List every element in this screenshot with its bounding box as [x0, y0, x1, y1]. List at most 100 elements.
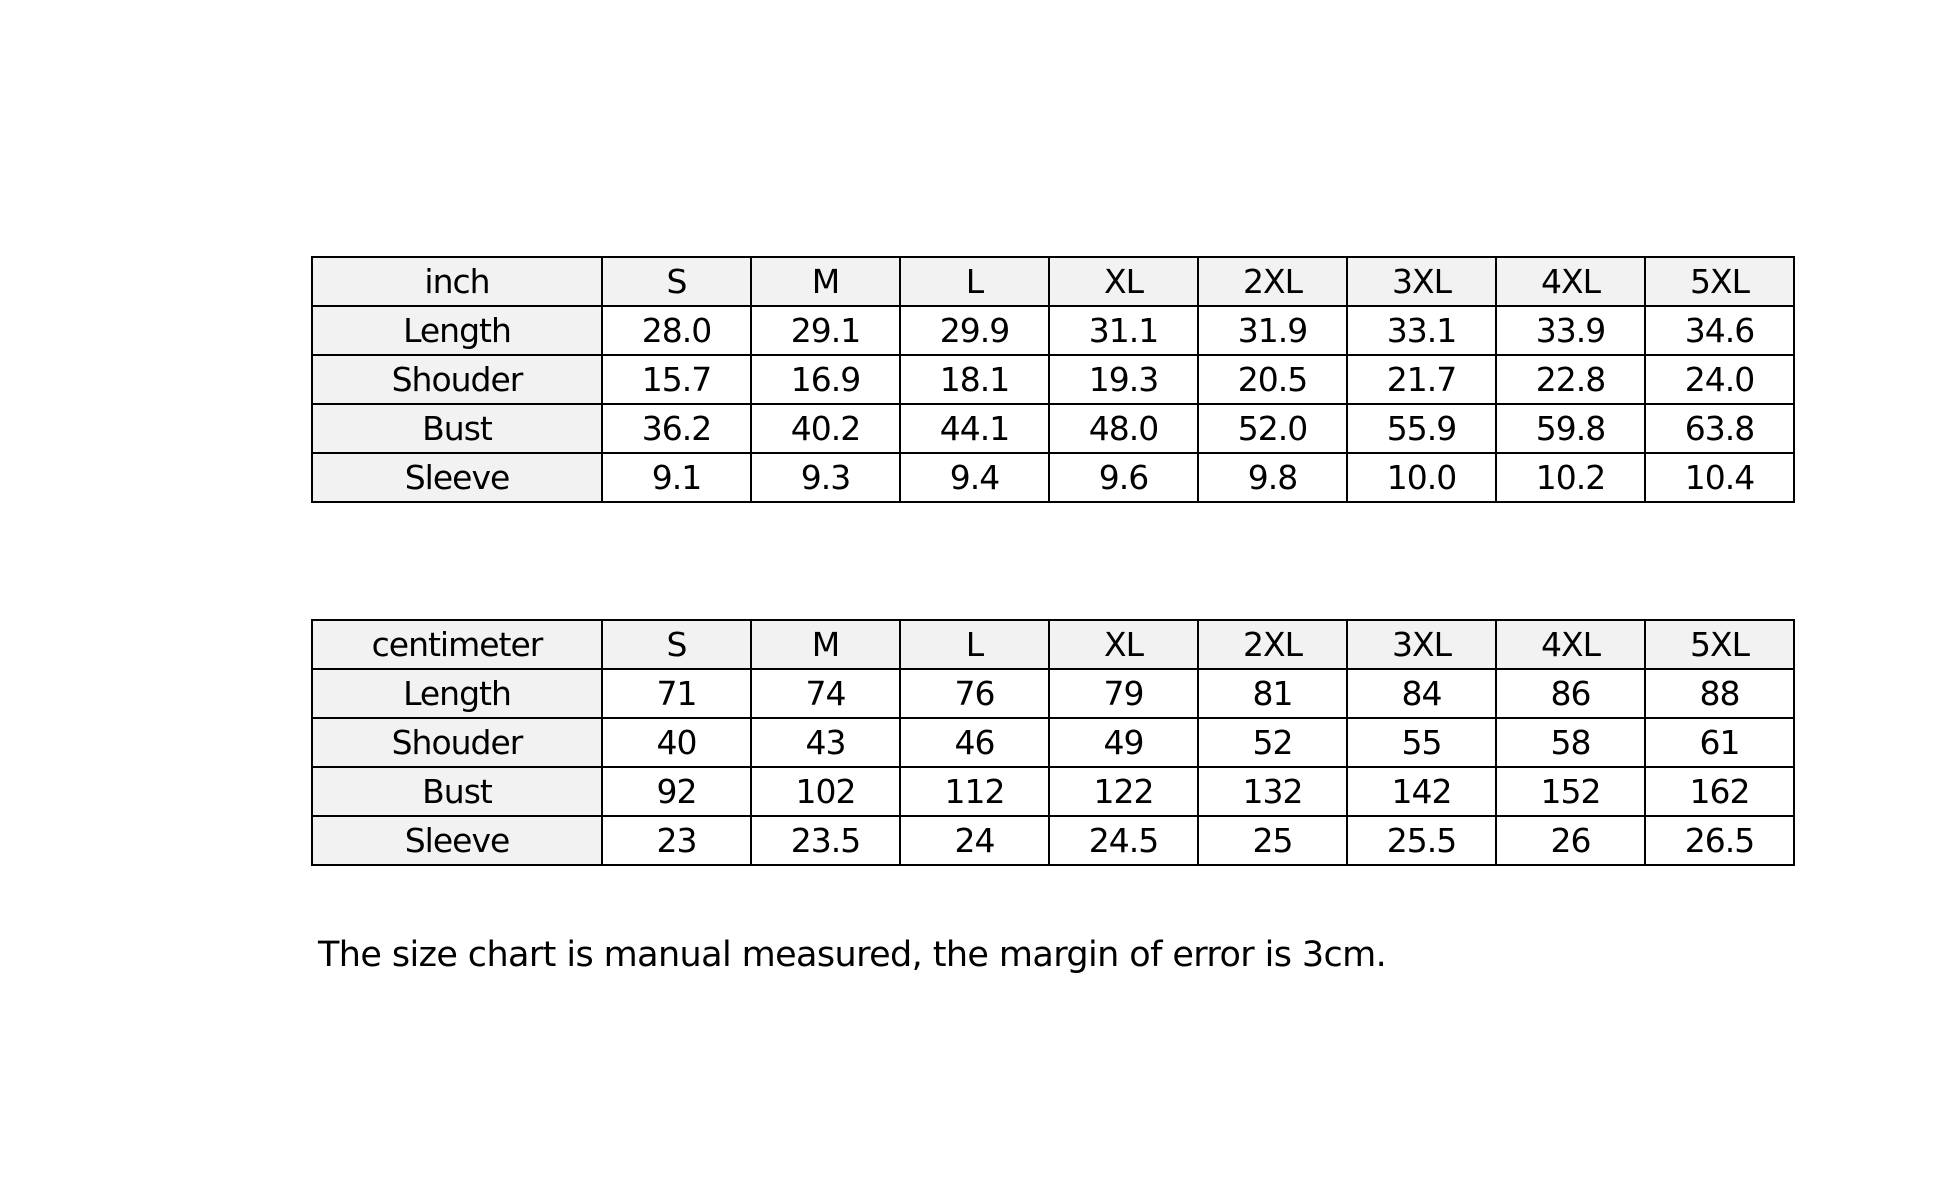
- row-label: Bust: [311, 766, 603, 817]
- table-row: Length 28.0 29.1 29.9 31.1 31.9 33.1 33.9 34.6: [311, 305, 1795, 356]
- table-row: Bust 92 102 112 122 132 142 152 162: [311, 766, 1795, 817]
- row-label: Bust: [311, 403, 603, 454]
- table-cell: 10.0: [1346, 452, 1497, 503]
- table-cell: 9.1: [601, 452, 752, 503]
- table-cell: 25.5: [1346, 815, 1497, 866]
- header-row: inch S M L XL 2XL 3XL 4XL 5XL: [311, 256, 1795, 307]
- table-cell: 52: [1197, 717, 1348, 768]
- size-header: L: [899, 619, 1050, 670]
- table-cell: 31.1: [1048, 305, 1199, 356]
- size-header: M: [750, 256, 901, 307]
- table-cell: 61: [1644, 717, 1795, 768]
- table-cell: 23: [601, 815, 752, 866]
- size-header: S: [601, 619, 752, 670]
- size-header: L: [899, 256, 1050, 307]
- table-cell: 28.0: [601, 305, 752, 356]
- table-cell: 122: [1048, 766, 1199, 817]
- table-cell: 10.2: [1495, 452, 1646, 503]
- size-header: 2XL: [1197, 256, 1348, 307]
- table-cell: 40: [601, 717, 752, 768]
- table-cell: 52.0: [1197, 403, 1348, 454]
- table-cell: 74: [750, 668, 901, 719]
- table-cell: 33.1: [1346, 305, 1497, 356]
- row-label: Sleeve: [311, 452, 603, 503]
- table-cell: 29.9: [899, 305, 1050, 356]
- table-row: Length 71 74 76 79 81 84 86 88: [311, 668, 1795, 719]
- table-row: Sleeve 23 23.5 24 24.5 25 25.5 26 26.5: [311, 815, 1795, 866]
- table-cell: 31.9: [1197, 305, 1348, 356]
- table-cell: 21.7: [1346, 354, 1497, 405]
- table-row: Shouder 40 43 46 49 52 55 58 61: [311, 717, 1795, 768]
- table-cell: 142: [1346, 766, 1497, 817]
- row-label: Length: [311, 305, 603, 356]
- table-cell: 81: [1197, 668, 1348, 719]
- unit-label: centimeter: [311, 619, 603, 670]
- table-cell: 79: [1048, 668, 1199, 719]
- table-cell: 10.4: [1644, 452, 1795, 503]
- table-cell: 46: [899, 717, 1050, 768]
- table-cell: 24: [899, 815, 1050, 866]
- table-row: Shouder 15.7 16.9 18.1 19.3 20.5 21.7 22.8 24.0: [311, 354, 1795, 405]
- inch-size-table: inch S M L XL 2XL 3XL 4XL 5XL Length 28.0 29.1 29.9 3…: [311, 256, 1795, 503]
- table-cell: 58: [1495, 717, 1646, 768]
- table-cell: 162: [1644, 766, 1795, 817]
- table-cell: 26.5: [1644, 815, 1795, 866]
- size-header: 5XL: [1644, 619, 1795, 670]
- table-cell: 112: [899, 766, 1050, 817]
- table-cell: 63.8: [1644, 403, 1795, 454]
- table-row: Bust 36.2 40.2 44.1 48.0 52.0 55.9 59.8 63.8: [311, 403, 1795, 454]
- row-label: Length: [311, 668, 603, 719]
- size-header: S: [601, 256, 752, 307]
- table-cell: 36.2: [601, 403, 752, 454]
- table-cell: 48.0: [1048, 403, 1199, 454]
- size-header: XL: [1048, 256, 1199, 307]
- table-cell: 25: [1197, 815, 1348, 866]
- table-cell: 55: [1346, 717, 1497, 768]
- table-cell: 49: [1048, 717, 1199, 768]
- table-cell: 24.5: [1048, 815, 1199, 866]
- table-cell: 59.8: [1495, 403, 1646, 454]
- size-header: M: [750, 619, 901, 670]
- table-cell: 24.0: [1644, 354, 1795, 405]
- header-row: centimeter S M L XL 2XL 3XL 4XL 5XL: [311, 619, 1795, 670]
- table-cell: 16.9: [750, 354, 901, 405]
- table-cell: 9.6: [1048, 452, 1199, 503]
- row-label: Shouder: [311, 354, 603, 405]
- table-cell: 132: [1197, 766, 1348, 817]
- table-cell: 76: [899, 668, 1050, 719]
- size-header: 4XL: [1495, 256, 1646, 307]
- table-cell: 29.1: [750, 305, 901, 356]
- size-header: 3XL: [1346, 256, 1497, 307]
- table-cell: 71: [601, 668, 752, 719]
- table-cell: 33.9: [1495, 305, 1646, 356]
- table-cell: 102: [750, 766, 901, 817]
- table-row: Sleeve 9.1 9.3 9.4 9.6 9.8 10.0 10.2 10.4: [311, 452, 1795, 503]
- table-cell: 9.3: [750, 452, 901, 503]
- table-cell: 43: [750, 717, 901, 768]
- centimeter-size-table: centimeter S M L XL 2XL 3XL 4XL 5XL Length 71 74 76 7…: [311, 619, 1795, 866]
- table-cell: 152: [1495, 766, 1646, 817]
- size-header: 2XL: [1197, 619, 1348, 670]
- table-cell: 84: [1346, 668, 1497, 719]
- row-label: Sleeve: [311, 815, 603, 866]
- table-cell: 18.1: [899, 354, 1050, 405]
- size-header: 3XL: [1346, 619, 1497, 670]
- table-cell: 40.2: [750, 403, 901, 454]
- unit-label: inch: [311, 256, 603, 307]
- table-cell: 23.5: [750, 815, 901, 866]
- table-cell: 86: [1495, 668, 1646, 719]
- table-cell: 55.9: [1346, 403, 1497, 454]
- table-cell: 92: [601, 766, 752, 817]
- table-cell: 88: [1644, 668, 1795, 719]
- table-cell: 26: [1495, 815, 1646, 866]
- table-cell: 15.7: [601, 354, 752, 405]
- size-header: XL: [1048, 619, 1199, 670]
- table-cell: 20.5: [1197, 354, 1348, 405]
- measurement-note: The size chart is manual measured, the m…: [318, 935, 1387, 975]
- size-header: 4XL: [1495, 619, 1646, 670]
- table-cell: 19.3: [1048, 354, 1199, 405]
- table-cell: 44.1: [899, 403, 1050, 454]
- table-cell: 9.4: [899, 452, 1050, 503]
- size-header: 5XL: [1644, 256, 1795, 307]
- table-cell: 34.6: [1644, 305, 1795, 356]
